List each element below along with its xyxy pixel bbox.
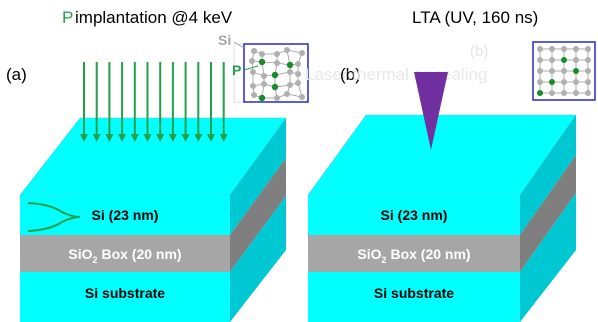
si-layer <box>20 195 230 235</box>
implantation-arrows <box>80 62 228 142</box>
si-atom <box>274 95 280 101</box>
dopant-profile-curve <box>27 202 81 232</box>
panel-b-stack: Si (23 nm) SiO2 Box (20 nm) Si substrate <box>307 114 577 322</box>
si-atom <box>274 60 280 66</box>
dopant-atom <box>271 71 279 79</box>
si-atom <box>274 51 280 57</box>
panel-a: P implantation @4 keV (a) Si (23 nm) SiO… <box>6 8 309 322</box>
si-atom <box>284 47 290 53</box>
inset-si-label: Si <box>218 32 231 48</box>
box-layer <box>20 235 230 272</box>
si-atom <box>573 46 579 52</box>
si-atom <box>295 61 301 67</box>
faint-annealing-text: Laser thermal annealing <box>305 65 487 84</box>
si-atom <box>549 46 555 52</box>
si-atom <box>549 90 555 96</box>
si-atom <box>259 51 265 57</box>
si-atom <box>287 69 293 75</box>
panel-b: LTA (UV, 160 ns) (b) (b) Laser thermal a… <box>305 8 596 322</box>
si-atom <box>585 46 591 52</box>
title-lta: LTA (UV, 160 ns) <box>412 8 538 27</box>
si-atom <box>585 79 591 85</box>
si-atom <box>249 58 255 64</box>
si-atom <box>561 68 567 74</box>
dopant-atom <box>573 68 579 74</box>
substrate-layer-b <box>308 272 520 322</box>
si-atom <box>295 80 301 86</box>
box-layer-b <box>308 235 520 272</box>
dopant-atom <box>549 79 555 85</box>
si-atom <box>561 79 567 85</box>
dopant-atom <box>258 94 266 102</box>
si-layer-label-b: Si (23 nm) <box>381 207 448 223</box>
si-atom <box>537 46 543 52</box>
si-atom <box>537 68 543 74</box>
box-layer-label-b: SiO2 Box (20 nm) <box>357 246 470 265</box>
si-atom <box>573 57 579 63</box>
laser-beam <box>414 72 448 150</box>
si-atom <box>251 92 257 98</box>
si-side-face <box>230 118 286 235</box>
inset-a-atoms <box>249 47 305 102</box>
inset-si-leader <box>233 41 245 49</box>
si-atom <box>561 90 567 96</box>
si-atom <box>537 79 543 85</box>
si-atom <box>537 57 543 63</box>
si-side-face-b <box>520 115 576 235</box>
si-atom <box>250 69 256 75</box>
substrate-layer-label: Si substrate <box>85 285 165 301</box>
inset-b <box>532 41 596 101</box>
si-atom <box>251 48 257 54</box>
substrate-side-face-b <box>520 193 576 322</box>
si-atom <box>573 90 579 96</box>
si-atom <box>261 73 267 79</box>
si-atom <box>585 68 591 74</box>
si-atom <box>287 82 293 88</box>
inset-p-leader <box>243 65 259 71</box>
si-atom <box>284 91 290 97</box>
si-atom <box>573 79 579 85</box>
si-atom <box>261 81 267 87</box>
title-p: P <box>62 8 73 27</box>
dopant-atom <box>258 58 266 66</box>
si-atom <box>561 46 567 52</box>
inset-a: Si P <box>218 32 309 103</box>
panel-a-label: (a) <box>6 65 27 84</box>
si-layer-b <box>308 195 520 235</box>
inset-b-atoms <box>537 46 591 96</box>
si-atom <box>250 83 256 89</box>
dopant-atom <box>537 90 543 96</box>
si-atom <box>299 50 305 56</box>
title-implantation: implantation @4 keV <box>75 8 233 27</box>
faint-label: (b) <box>470 43 488 60</box>
si-atom <box>585 57 591 63</box>
substrate-side-face <box>230 196 286 322</box>
inset-p-label: P <box>232 62 241 78</box>
si-layer-label: Si (23 nm) <box>92 207 159 223</box>
si-atom <box>549 57 555 63</box>
box-layer-label: SiO2 Box (20 nm) <box>68 246 181 265</box>
dopant-atom <box>271 83 279 91</box>
box-side-face-b <box>520 155 576 272</box>
dopant-atom <box>286 61 294 69</box>
si-atom <box>295 71 301 77</box>
panel-b-label: (b) <box>340 65 361 84</box>
substrate-layer-label-b: Si substrate <box>374 285 454 301</box>
dopant-atom <box>561 57 567 63</box>
box-side-face <box>230 158 286 272</box>
si-atom <box>549 68 555 74</box>
panel-a-stack: Si (23 nm) SiO2 Box (20 nm) Si substrate <box>19 117 287 322</box>
substrate-layer <box>20 272 230 322</box>
si-atom <box>299 94 305 100</box>
si-atom <box>585 90 591 96</box>
